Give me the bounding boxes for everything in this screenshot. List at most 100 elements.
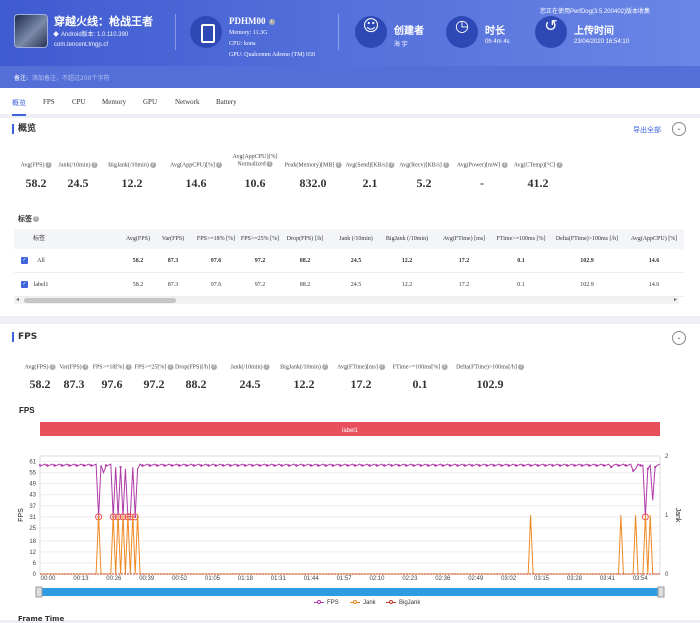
column-header[interactable]: 标签 (32, 236, 46, 242)
fps-point (434, 464, 437, 467)
plot-area (39, 455, 661, 575)
table-cell: 88.2 (299, 258, 311, 264)
collapse-chevron-icon[interactable]: ⌄ (672, 331, 686, 345)
metric-label: Avg(Power)[mW]? (456, 162, 508, 169)
fps-point (207, 464, 210, 467)
device-gpu: GPU: Qualcomm Adreno (TM) 650 (229, 52, 315, 58)
metric-value: 2.1 (362, 176, 378, 190)
tab-fps[interactable]: FPS (43, 98, 55, 106)
fps-point (412, 464, 415, 467)
overview-card: 概览 导出全部 ⌄ Avg(FPS)? 58.2 Jank(/10min)? 24.5… (0, 118, 700, 316)
column-header[interactable]: FTime>=100ms [%] (496, 236, 546, 242)
help-icon[interactable]: ? (501, 162, 508, 168)
x-tick-label: 01:31 (271, 576, 287, 582)
help-icon[interactable]: ? (125, 364, 132, 370)
row-label: label1 (33, 282, 49, 288)
fps-point (397, 464, 400, 467)
column-header[interactable]: Jank (/10min) (339, 236, 373, 242)
metric-value: 102.9 (476, 377, 504, 391)
tab-battery[interactable]: Battery (216, 98, 237, 106)
metric-label: Var(FPS)? (59, 364, 89, 371)
fps-point (221, 464, 225, 467)
legend-bigjank[interactable]: BigJank (386, 599, 420, 606)
help-icon[interactable]: ? (266, 161, 273, 167)
table-cell: 58.2 (132, 282, 144, 288)
help-icon[interactable]: ? (82, 364, 89, 370)
metric-value: 24.5 (239, 377, 261, 391)
help-icon[interactable]: ? (215, 162, 222, 168)
legend-jank[interactable]: Jank (350, 599, 376, 606)
help-icon[interactable]: ? (263, 364, 270, 370)
column-header[interactable]: BigJank (/10min) (385, 236, 429, 242)
note-input[interactable]: 添加备注，不超过200个字符 (32, 75, 110, 82)
row-checkbox[interactable]: ✓ (21, 257, 28, 264)
scroll-right-icon[interactable]: ▸ (673, 296, 677, 303)
tab-gpu[interactable]: GPU (143, 98, 158, 106)
table-row[interactable]: ✓ All 58.2 87.3 97.6 97.2 88.2 24.5 12.2 17.2 0.1 1… (14, 249, 684, 273)
table-cell: 58.2 (132, 258, 144, 264)
help-icon[interactable]: ? (378, 364, 385, 370)
help-icon[interactable]: ? (45, 162, 52, 168)
x-tick-label: 01:05 (205, 576, 221, 582)
creator-value: 海 宇 (394, 42, 408, 48)
help-icon[interactable]: ? (517, 364, 524, 370)
export-all-link[interactable]: 导出全部 (633, 126, 661, 134)
tab-cpu[interactable]: CPU (72, 98, 86, 106)
y-axis-label: FPS (18, 508, 25, 522)
fps-point (346, 464, 349, 467)
row-checkbox[interactable]: ✓ (21, 281, 28, 288)
x-tick-label: 00:26 (106, 576, 122, 582)
help-icon[interactable]: ? (442, 162, 449, 168)
fps-point (104, 464, 108, 467)
scroll-left-icon[interactable]: ◂ (16, 296, 20, 303)
x-tick-label: 02:23 (402, 576, 418, 582)
help-icon[interactable]: ? (49, 364, 56, 370)
y-tick-label: 18 (29, 539, 36, 545)
column-header[interactable]: Delta(FTime)>100ms [/h] (555, 236, 619, 242)
tab-overview[interactable]: 概览 (12, 98, 26, 116)
tab-bar: 概览 FPS CPU Memory GPU Network Battery (0, 88, 700, 116)
help-icon[interactable]: ? (211, 364, 218, 370)
row-label: All (37, 258, 45, 264)
fps-point (46, 464, 49, 467)
column-header[interactable]: Avg(AppCPU) [%] (630, 236, 678, 242)
scroll-thumb[interactable] (24, 298, 176, 303)
help-icon[interactable]: ? (321, 364, 328, 370)
tab-network[interactable]: Network (175, 98, 200, 106)
table-scrollbar[interactable]: ◂ ▸ (14, 296, 679, 304)
metric-label: BigJank(/10min)? (108, 162, 156, 169)
legend-fps[interactable]: FPS (314, 599, 339, 606)
metric-value: 58.2 (25, 176, 47, 190)
tab-memory[interactable]: Memory (102, 98, 127, 106)
duration-label: 时长 (485, 26, 505, 37)
help-icon[interactable]: ? (149, 162, 156, 168)
help-icon[interactable]: ? (91, 162, 98, 168)
note-bar[interactable]: 备注: 添加备注，不超过200个字符 (0, 66, 700, 88)
column-header[interactable]: Avg(FPS) (126, 236, 150, 242)
version-text: 您正在使用PerfDog(3.5.200402)版本收集 (539, 9, 650, 15)
column-header[interactable]: Var(FPS) (161, 236, 185, 242)
column-header[interactable]: Avg(FTime) [ms] (442, 236, 486, 242)
x-tick-label: 00:00 (40, 576, 56, 582)
user-icon: ☺ (355, 16, 387, 48)
metric-label: Avg(FTime)[ms]? (337, 364, 385, 371)
table-cell: 97.6 (210, 258, 222, 264)
help-icon[interactable]: ? (441, 364, 448, 370)
y2-tick-label: 2 (665, 454, 669, 460)
fps-point (478, 464, 481, 467)
help-icon[interactable]: ? (167, 364, 174, 370)
collapse-chevron-icon[interactable]: ⌄ (672, 122, 686, 136)
help-icon[interactable]: ? (335, 162, 342, 168)
table-row[interactable]: ✓ label1 58.2 87.3 97.6 97.2 88.2 24.5 12.2 17.2 0… (14, 273, 684, 297)
fps-point (75, 464, 78, 467)
metric-value: 12.2 (293, 377, 315, 391)
help-icon[interactable]: ? (556, 162, 563, 168)
frame-time-title: Frame Time (18, 615, 65, 623)
column-header[interactable]: FPS>=18% [%] (196, 236, 236, 242)
fps-point (82, 464, 86, 467)
column-header[interactable]: Drop(FPS) [/h] (286, 236, 324, 242)
column-header[interactable]: FPS>=25% [%] (240, 236, 280, 242)
help-icon[interactable]: ? (388, 162, 395, 168)
fps-point (141, 464, 144, 467)
fps-point (566, 464, 569, 467)
